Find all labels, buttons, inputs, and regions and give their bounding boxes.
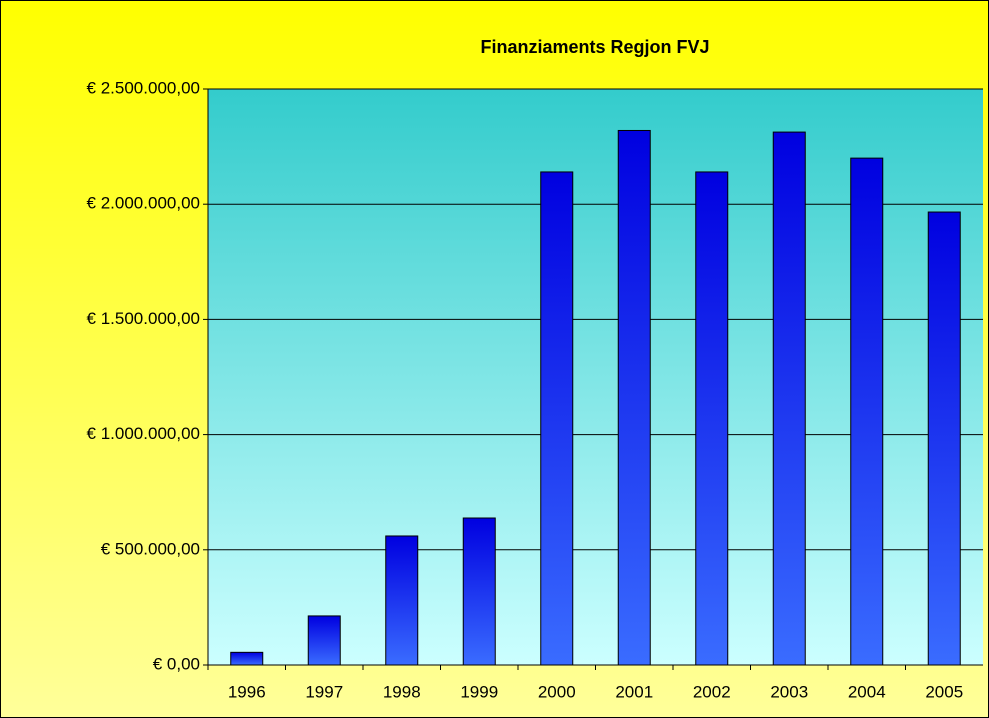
bar: [230, 651, 264, 666]
x-tick-label: 2000: [538, 682, 576, 701]
x-tick-label: 2002: [693, 682, 731, 701]
x-tick-label: 1999: [460, 682, 498, 701]
y-tick-label: € 500.000,00: [101, 539, 200, 558]
bar: [385, 535, 419, 666]
bar: [772, 131, 806, 666]
x-tick-label: 2004: [848, 682, 886, 701]
chart-title: Finanziaments Regjon FVJ: [480, 37, 709, 57]
bar: [695, 171, 729, 666]
bar: [540, 171, 574, 666]
y-tick-label: € 2.500.000,00: [87, 78, 200, 97]
bar: [927, 211, 961, 666]
y-tick-label: € 0,00: [153, 654, 200, 673]
bar: [617, 129, 651, 666]
x-tick-label: 2003: [770, 682, 808, 701]
y-tick-label: € 1.500.000,00: [87, 309, 200, 328]
y-tick-label: € 1.000.000,00: [87, 424, 200, 443]
x-tick-label: 1997: [305, 682, 343, 701]
x-tick-label: 2005: [925, 682, 963, 701]
x-tick-label: 2001: [615, 682, 653, 701]
bar: [307, 615, 341, 666]
bar: [462, 517, 496, 666]
y-tick-label: € 2.000.000,00: [87, 194, 200, 213]
bar: [850, 157, 884, 666]
x-tick-label: 1996: [228, 682, 266, 701]
x-tick-label: 1998: [383, 682, 421, 701]
